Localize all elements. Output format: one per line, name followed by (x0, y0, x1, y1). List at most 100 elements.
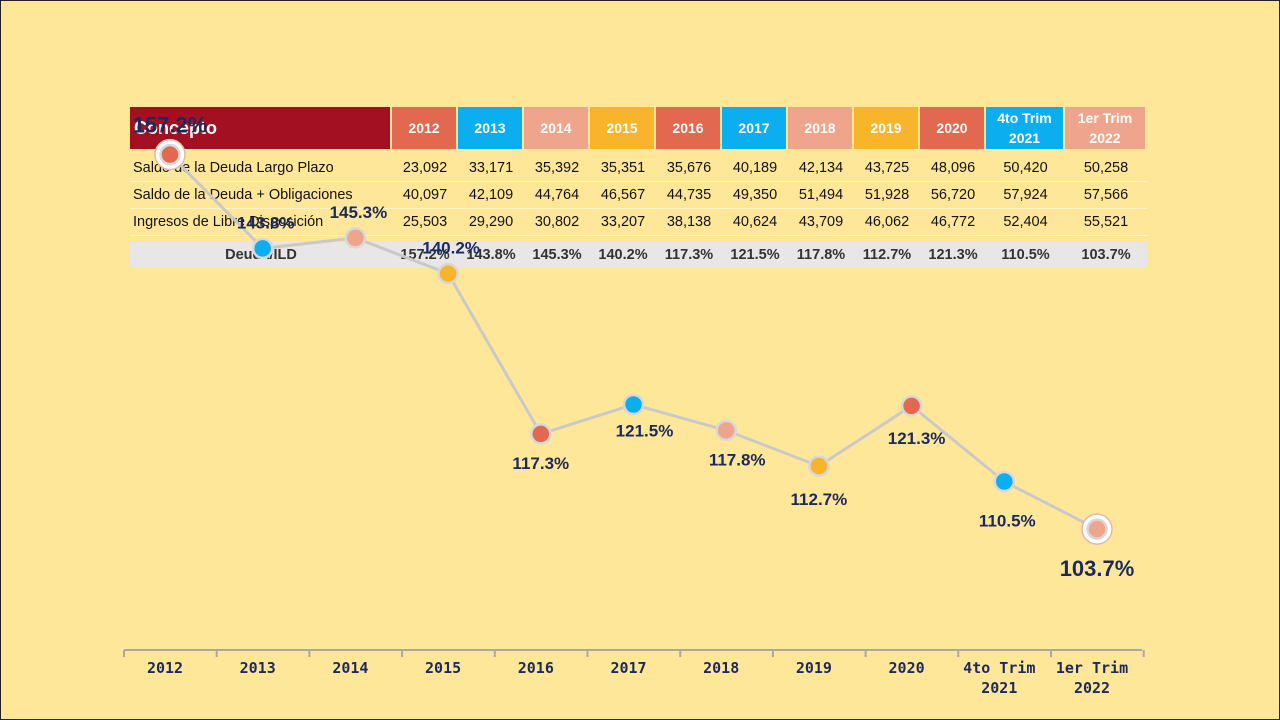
period-header-3: 2015 (590, 107, 656, 149)
data-label: 121.3% (888, 429, 946, 448)
data-point (159, 143, 181, 166)
data-label: 112.7% (791, 490, 848, 509)
table-cell: 35,676 (656, 155, 722, 182)
period-header-10: 1er Trim 2022 (1065, 107, 1147, 149)
data-point (808, 455, 830, 477)
period-header-text: 2019 (870, 120, 902, 136)
period-header-0: 2012 (392, 107, 458, 149)
table-cell: 33,207 (590, 209, 656, 236)
period-header-text: 2020 (936, 120, 968, 136)
x-tick-label: 2020 (889, 659, 925, 677)
x-tick-label: 2021 (981, 679, 1017, 697)
data-point (715, 419, 737, 442)
table-cell: 40,189 (722, 155, 788, 182)
ratio-cell: 103.7% (1065, 242, 1147, 268)
series-line (168, 153, 1098, 531)
table-cell: 25,503 (392, 209, 458, 236)
table-cell: 48,096 (920, 155, 986, 182)
period-header-1: 2013 (458, 107, 524, 149)
period-header-6: 2018 (788, 107, 854, 149)
x-tick-label: 2013 (240, 659, 276, 677)
data-label: 110.5% (979, 512, 1036, 531)
x-tick-label: 2014 (332, 659, 368, 677)
table-cell: 50,258 (1065, 155, 1147, 182)
table-row: Saldo de la Deuda Largo Plazo 23,092 33,17… (130, 155, 1147, 182)
period-header-text: 2015 (606, 120, 638, 136)
x-tick-label: 2019 (796, 659, 832, 677)
table-cell: 44,764 (524, 182, 590, 209)
ratio-cell: 140.2% (590, 242, 656, 268)
period-header-text: 2017 (738, 120, 770, 136)
x-tick-label: 2017 (610, 659, 646, 677)
table-cell: 51,928 (854, 182, 920, 209)
x-tick-label: 4to Trim (963, 659, 1035, 677)
data-label: 117.3% (512, 454, 569, 473)
table-cell: 29,290 (458, 209, 524, 236)
period-header-text: 1er Trim (1077, 110, 1133, 126)
x-tick-label: 2022 (1074, 679, 1110, 697)
table-cell: 46,062 (854, 209, 920, 236)
table-row: Ingresos de Libre Disposición 25,503 29,29… (130, 209, 1147, 236)
x-tick-label: 2015 (425, 659, 461, 677)
ratio-cell: 145.3% (524, 242, 590, 268)
period-header-text: 2014 (540, 120, 572, 136)
table-cell: 46,772 (920, 209, 986, 236)
ratio-cell: 121.5% (722, 242, 788, 268)
period-header-text: 2013 (474, 120, 506, 136)
table-cell: 44,735 (656, 182, 722, 209)
x-tick-label: 2018 (703, 659, 739, 677)
period-header-5: 2017 (722, 107, 788, 149)
data-label: 103.7% (1060, 556, 1135, 581)
data-point (251, 237, 274, 260)
table-cell: 51,494 (788, 182, 854, 209)
period-header-text: 2018 (804, 120, 836, 136)
data-point (530, 423, 552, 445)
x-tick-label: 2012 (147, 659, 183, 677)
ratio-cell: 117.3% (656, 242, 722, 268)
data-label: 140.2% (422, 239, 480, 258)
table-cell: 23,092 (392, 155, 458, 182)
table-cell: 42,109 (458, 182, 524, 209)
table-cell: 49,350 (722, 182, 788, 209)
table-cell: 50,420 (986, 155, 1065, 182)
table-cell: 43,725 (854, 155, 920, 182)
data-point (993, 470, 1016, 493)
table-cell: 38,138 (656, 209, 722, 236)
data-label: 117.8% (709, 450, 766, 469)
period-header-text: 4to Trim (997, 110, 1052, 126)
table-cell: 30,802 (524, 209, 590, 236)
row-label: Saldo de la Deuda Largo Plazo (130, 155, 392, 182)
ratio-cell: 112.7% (854, 242, 920, 268)
data-point (344, 227, 367, 249)
data-point (900, 395, 923, 417)
row-label: Saldo de la Deuda + Obligaciones (130, 182, 392, 209)
table-cell: 56,720 (920, 182, 986, 209)
table-cell: 57,566 (1065, 182, 1147, 209)
period-header-4: 2016 (656, 107, 722, 149)
ratio-cell: 143.8% (458, 242, 524, 268)
period-header-text: 2016 (672, 120, 704, 136)
data-label: 121.5% (616, 422, 674, 441)
table-cell: 52,404 (986, 209, 1065, 236)
table-cell: 40,624 (722, 209, 788, 236)
row-label: Ingresos de Libre Disposición (130, 209, 392, 236)
data-point (1086, 518, 1108, 540)
period-header-text: 2012 (408, 120, 440, 136)
period-header-text: 2021 (1008, 130, 1041, 146)
data-point (437, 262, 459, 285)
ratio-cell: 117.8% (788, 242, 854, 268)
table-cell: 55,521 (1065, 209, 1147, 236)
x-tick-label: 2016 (518, 659, 554, 677)
table-cell: 57,924 (986, 182, 1065, 209)
data-point (622, 393, 645, 416)
table-cell: 35,392 (524, 155, 590, 182)
period-header-9: 4to Trim 2021 (986, 107, 1065, 149)
data-label: 143.8% (237, 213, 295, 232)
table-cell: 35,351 (590, 155, 656, 182)
period-header-text: 2022 (1089, 130, 1121, 146)
ratio-cell: 121.3% (920, 242, 986, 268)
data-label: 157.2% (133, 113, 208, 138)
table-row: Saldo de la Deuda + Obligaciones 40,097 42… (130, 182, 1147, 209)
table-cell: 46,567 (590, 182, 656, 209)
